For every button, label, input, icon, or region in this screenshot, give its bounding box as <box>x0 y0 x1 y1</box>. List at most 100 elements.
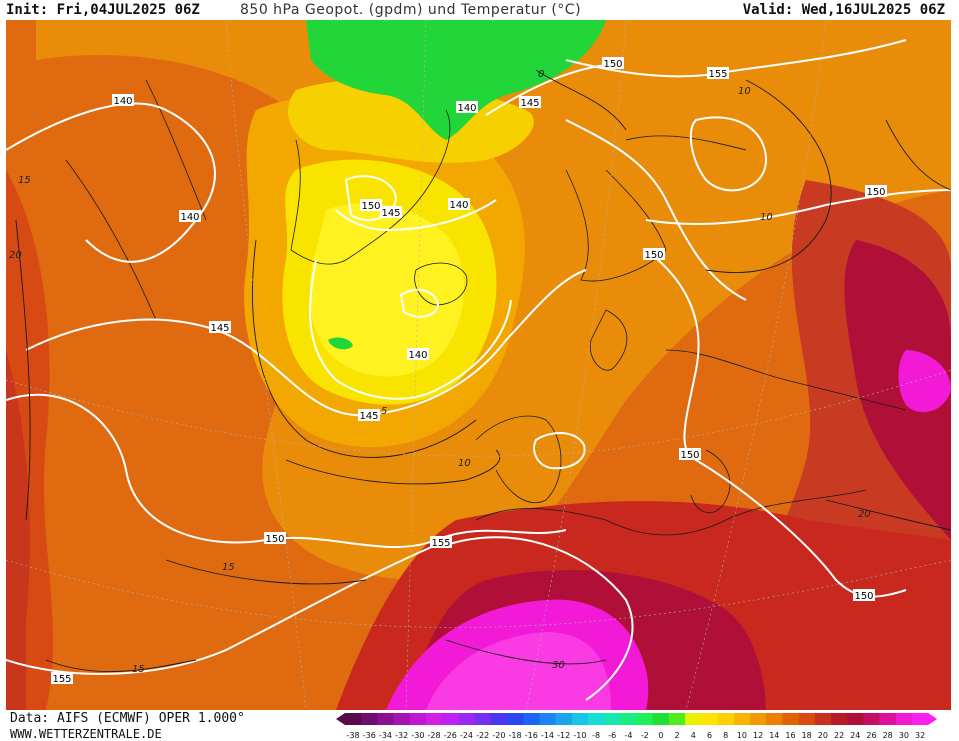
colorbar-swatch <box>588 713 605 725</box>
temperature-label: 30 <box>552 660 565 671</box>
svg-text:140: 140 <box>113 96 132 107</box>
colorbar-swatch <box>831 713 848 725</box>
cold-pool-greenland <box>306 20 606 140</box>
temperature-contours <box>15 69 951 672</box>
colorbar-swatch <box>879 713 897 725</box>
colorbar-swatch <box>652 713 670 725</box>
temperature-label: 10 <box>760 212 773 223</box>
geopotential-label: 145 <box>519 96 541 109</box>
colorbar-swatch <box>766 713 783 725</box>
geopotential-label: 145 <box>358 409 380 422</box>
colorbar-tick-label: 8 <box>723 731 728 740</box>
heat-core-sahara-inner <box>426 632 611 710</box>
hot-spot-east <box>898 350 951 413</box>
colorbar-tick-label: -18 <box>509 731 522 740</box>
temperature-label: 20 <box>858 509 871 520</box>
colorbar-swatch <box>490 713 508 725</box>
svg-text:150: 150 <box>603 59 622 70</box>
colorbar-swatch <box>733 713 751 725</box>
graticule <box>6 20 951 710</box>
colorbar-tick-label: -4 <box>625 731 633 740</box>
svg-text:150: 150 <box>854 591 873 602</box>
geopotential-label: 155 <box>430 536 452 549</box>
temperature-label: 0 <box>538 69 544 80</box>
colorbar-swatch <box>669 713 686 725</box>
colorbar-swatch <box>798 713 816 725</box>
colorbar-tick-label: -20 <box>492 731 505 740</box>
colorbar-tick-label: -22 <box>476 731 489 740</box>
svg-text:145: 145 <box>381 208 400 219</box>
map-header: Init: Fri,04JUL2025 06Z 850 hPa Geopot. … <box>0 0 959 20</box>
website-label: WWW.WETTERZENTRALE.DE <box>10 727 162 741</box>
svg-text:155: 155 <box>431 538 450 549</box>
colorbar-tick-label: 16 <box>785 731 795 740</box>
svg-text:140: 140 <box>457 103 476 114</box>
colorbar-swatch <box>604 713 621 725</box>
colorbar-tick-label: 0 <box>658 731 663 740</box>
hot-zone-east <box>844 240 951 540</box>
colorbar-arrow-left <box>336 713 345 725</box>
colorbar-tick-label: 20 <box>818 731 828 740</box>
colorbar-tick-label: -24 <box>460 731 473 740</box>
weather-map-canvas: 140 140 140 140 140 145 145 145 150 145 … <box>6 20 951 710</box>
colorbar-swatch <box>847 713 864 725</box>
data-source-label: Data: AIFS (ECMWF) OPER 1.000° <box>10 711 245 726</box>
weather-map[interactable]: 140 140 140 140 140 145 145 145 150 145 … <box>6 20 951 710</box>
geopotential-label: 145 <box>209 321 231 334</box>
svg-text:150: 150 <box>644 250 663 261</box>
colorbar-swatch <box>409 713 427 725</box>
colorbar-swatch <box>345 713 362 725</box>
temperature-label: 10 <box>738 86 751 97</box>
colorbar-tick-label: -14 <box>541 731 554 740</box>
colorbar-swatch <box>507 713 524 725</box>
init-time-label: Init: Fri,04JUL2025 06Z <box>6 2 200 18</box>
colorbar-swatch <box>393 713 411 725</box>
colorbar-tick-label: 22 <box>834 731 844 740</box>
geopotential-label: 155 <box>51 672 73 685</box>
colorbar-swatch <box>555 713 573 725</box>
geopotential-label: 145 <box>380 206 402 219</box>
temperature-label: 10 <box>458 458 471 469</box>
colorbar-tick-label: -36 <box>363 731 376 740</box>
colorbar-swatch <box>912 713 929 725</box>
geopotential-label: 150 <box>853 589 875 602</box>
colorbar-tick-label: 4 <box>691 731 696 740</box>
geopotential-label: 155 <box>707 67 729 80</box>
colorbar-tick-label: -26 <box>444 731 457 740</box>
colorbar-swatch <box>717 713 735 725</box>
coastlines <box>65 79 907 536</box>
colorbar-tick-label: -10 <box>573 731 586 740</box>
colorbar-tick-label: -12 <box>557 731 570 740</box>
colorbar-swatch <box>458 713 475 725</box>
colorbar-tick-label: -38 <box>347 731 360 740</box>
svg-text:150: 150 <box>361 201 380 212</box>
colorbar-swatch <box>701 713 718 725</box>
geopotential-label: 140 <box>448 198 470 211</box>
colorbar-tick-label: 26 <box>866 731 876 740</box>
colorbar-tick-label: 30 <box>899 731 909 740</box>
colorbar-swatch <box>863 713 880 725</box>
svg-text:155: 155 <box>708 69 727 80</box>
colorbar-tick-label: 12 <box>753 731 763 740</box>
colorbar-tick-label: 2 <box>675 731 680 740</box>
colorbar-tick-label: 6 <box>707 731 712 740</box>
colorbar-swatch <box>685 713 702 725</box>
svg-text:140: 140 <box>408 350 427 361</box>
geopotential-label: 150 <box>360 199 382 212</box>
colorbar-tick-label: -30 <box>411 731 424 740</box>
colorbar-swatch <box>620 713 637 725</box>
colorbar-tick-label: 18 <box>802 731 812 740</box>
temperature-label-group: 0 5 10 10 10 15 15 15 20 20 30 <box>9 69 871 675</box>
svg-text:150: 150 <box>680 450 699 461</box>
colorbar-swatch <box>814 713 832 725</box>
colorbar-swatch <box>361 713 378 725</box>
geopotential-label: 140 <box>407 348 429 361</box>
colorbar-swatch <box>442 713 459 725</box>
colorbar-swatch <box>750 713 767 725</box>
geopotential-label: 150 <box>264 532 286 545</box>
colorbar-tick-label: 28 <box>883 731 893 740</box>
geopotential-label-group: 140 140 140 140 140 145 145 145 150 145 … <box>51 57 887 685</box>
svg-text:140: 140 <box>449 200 468 211</box>
warm-band-west-deep <box>6 350 30 710</box>
colorbar-swatch <box>426 713 443 725</box>
